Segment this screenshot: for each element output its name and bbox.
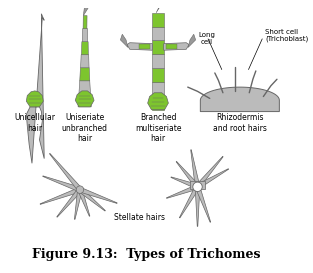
Polygon shape (139, 44, 151, 49)
Polygon shape (43, 176, 81, 192)
Polygon shape (164, 43, 189, 50)
Polygon shape (188, 34, 196, 48)
Polygon shape (152, 40, 164, 54)
Polygon shape (152, 96, 164, 110)
Polygon shape (195, 186, 211, 222)
Polygon shape (191, 150, 200, 187)
Polygon shape (195, 187, 200, 226)
Text: Rhizodermis
and root hairs: Rhizodermis and root hairs (213, 114, 267, 133)
Polygon shape (75, 91, 94, 107)
Polygon shape (176, 161, 199, 188)
Polygon shape (166, 44, 177, 49)
Polygon shape (152, 68, 164, 82)
Polygon shape (152, 82, 164, 96)
Polygon shape (78, 189, 90, 216)
Polygon shape (121, 34, 128, 48)
Polygon shape (49, 153, 82, 191)
Text: Figure 9.13:  Types of Trichomes: Figure 9.13: Types of Trichomes (33, 248, 261, 261)
Polygon shape (57, 188, 82, 217)
Polygon shape (78, 94, 91, 107)
Text: Long
cell: Long cell (198, 32, 215, 44)
Polygon shape (167, 185, 198, 198)
Polygon shape (26, 91, 43, 107)
Text: Branched
multiseriate
hair: Branched multiseriate hair (135, 114, 181, 143)
Text: Stellate hairs: Stellate hairs (114, 213, 165, 222)
Polygon shape (196, 156, 223, 188)
Polygon shape (156, 0, 164, 13)
Polygon shape (81, 42, 88, 55)
Polygon shape (152, 54, 164, 68)
Polygon shape (80, 68, 90, 81)
Polygon shape (152, 27, 164, 40)
Text: Short cell
(Trichoblast): Short cell (Trichoblast) (265, 29, 309, 42)
Text: Unicellular
hair: Unicellular hair (14, 114, 55, 133)
Polygon shape (179, 186, 200, 218)
Circle shape (193, 182, 202, 192)
Polygon shape (83, 2, 88, 16)
Polygon shape (127, 43, 152, 50)
Polygon shape (82, 29, 88, 42)
Polygon shape (200, 87, 280, 112)
Polygon shape (83, 16, 87, 29)
Polygon shape (40, 188, 81, 204)
Polygon shape (79, 188, 105, 211)
Polygon shape (171, 177, 198, 189)
Polygon shape (74, 189, 82, 219)
Polygon shape (190, 181, 205, 189)
Text: Uniseriate
unbranched
hair: Uniseriate unbranched hair (62, 114, 108, 143)
Polygon shape (79, 188, 117, 203)
Polygon shape (79, 81, 90, 94)
Polygon shape (196, 169, 228, 189)
Polygon shape (148, 93, 168, 110)
Circle shape (76, 186, 84, 193)
Polygon shape (26, 14, 44, 163)
Polygon shape (152, 13, 164, 27)
Polygon shape (80, 55, 89, 68)
